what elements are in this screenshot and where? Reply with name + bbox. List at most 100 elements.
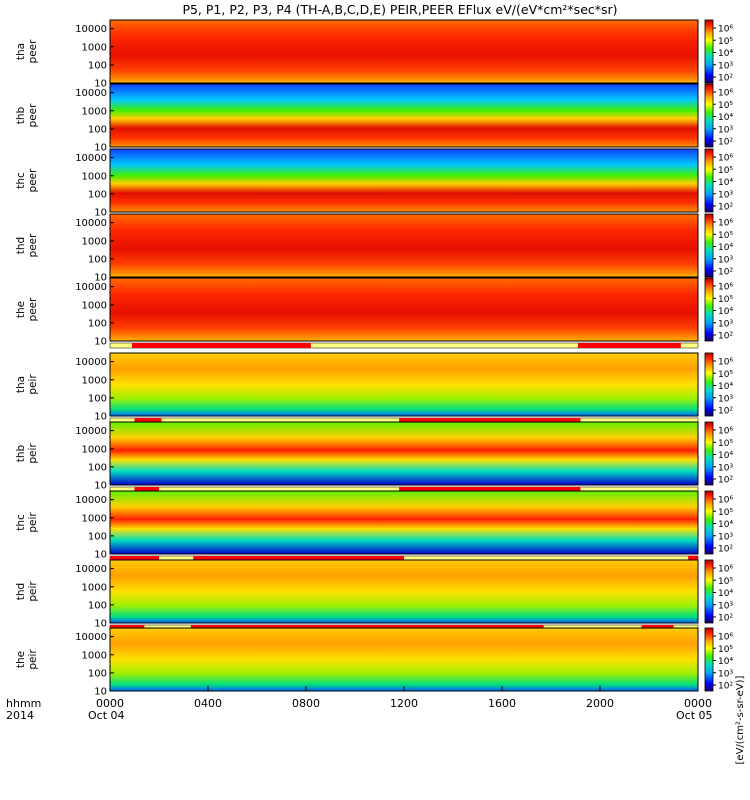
colorbar-tick-label: 10⁶ [718,89,733,99]
panel-product-label: peer [27,103,39,128]
panel-frame [109,277,699,342]
spectrogram-panel: 10000 1000 100 10 tha peer 10⁶ 10⁵ 10⁴ 10³ 10² [15,19,733,90]
y-tick-label: 100 [88,254,107,265]
y-tick-label: 1000 [82,582,107,593]
colorbar-tick-label: 10⁶ [718,427,733,437]
year-label: 2014 [6,709,34,722]
y-tick-label: 1000 [82,42,107,53]
panel-product-label: peer [27,233,39,258]
colorbar-tick-label: 10⁴ [718,178,733,188]
panel-probe-label: tha [15,376,27,393]
colorbar-tick-label: 10² [718,614,733,624]
spectrogram-panel: 10000 1000 100 10 tha peir 10⁶ 10⁵ 10⁴ 10³ 10² [15,352,733,424]
x-tick-label: 0800 [292,697,320,710]
colorbar-tick-label: 10⁴ [718,520,733,530]
mode-flag-bar [399,487,581,492]
mode-flag-bar [134,418,162,423]
y-tick-label: 10000 [75,282,107,293]
spectrogram-heatmap [110,20,698,83]
panel-frame [109,83,699,148]
mode-flag-bar [399,418,581,423]
y-tick-label: 10000 [75,632,107,643]
y-tick-label: 10 [94,79,107,90]
colorbar [704,490,714,555]
spectrogram-heatmap [110,628,698,691]
y-tick-label: 100 [88,124,107,135]
colorbar [704,627,714,692]
colorbar-tick-label: 10⁶ [718,496,733,506]
colorbar [704,213,714,278]
colorbar-tick-label: 10⁵ [718,37,733,47]
y-tick-label: 1000 [82,375,107,386]
colorbar-tick-label: 10² [718,545,733,555]
panel-probe-label: tha [15,43,27,60]
end-date-label: Oct 05 [676,709,713,722]
spectrogram-heatmap [110,149,698,212]
spectrogram-heatmap [110,491,698,554]
y-tick-label: 100 [88,462,107,473]
figure-title: P5, P1, P2, P3, P4 (TH-A,B,C,D,E) PEIR,P… [182,2,617,17]
y-tick-label: 1000 [82,300,107,311]
colorbar-tick-label: 10³ [718,125,733,135]
colorbar-tick-label: 10³ [718,190,733,200]
colorbar-tick-label: 10⁵ [718,101,733,111]
y-tick-label: 10000 [75,357,107,368]
panel-probe-label: thd [15,237,27,254]
spectrogram-panel: 10000 1000 100 10 thd peir 10⁶ 10⁵ 10⁴ 10³ 10² [15,559,733,631]
y-tick-label: 10000 [75,153,107,164]
y-tick-label: 10 [94,143,107,154]
panel-frame [109,213,699,278]
colorbar-tick-label: 10³ [718,61,733,71]
y-tick-label: 10000 [75,88,107,99]
start-date-label: Oct 04 [88,709,125,722]
panel-probe-label: thc [15,172,27,189]
panel-product-label: peir [27,443,39,464]
y-tick-label: 10 [94,619,107,630]
y-tick-label: 100 [88,668,107,679]
colorbar-tick-label: 10⁵ [718,370,733,380]
y-tick-label: 10 [94,550,107,561]
panel-frame [109,352,699,417]
y-tick-label: 1000 [82,513,107,524]
colorbar-tick-label: 10² [718,203,733,213]
colorbar-tick-label: 10³ [718,532,733,542]
colorbar-tick-label: 10³ [718,319,733,329]
panel-probe-label: the [15,651,27,668]
spectrogram-panel: 10000 1000 100 10 thb peer 10⁶ 10⁵ 10⁴ 10³ 10² [15,83,733,154]
panel-product-label: peer [27,39,39,64]
y-tick-label: 1000 [82,444,107,455]
y-tick-label: 10000 [75,426,107,437]
colorbar-tick-label: 10² [718,268,733,278]
panel-product-label: peir [27,512,39,533]
spectrogram-panel: 10000 1000 100 10 thc peer 10⁶ 10⁵ 10⁴ 10³ 10² [15,148,733,219]
spectrogram-heatmap [110,278,698,341]
x-tick-label: 0000 [684,697,712,710]
y-tick-label: 100 [88,189,107,200]
panel-probe-label: thb [15,106,27,124]
colorbar-tick-label: 10⁶ [718,633,733,643]
panel-frame [109,490,699,555]
y-tick-label: 100 [88,60,107,71]
spectrogram-heatmap [110,353,698,416]
panel-product-label: peir [27,581,39,602]
colorbar-tick-label: 10² [718,682,733,692]
panel-probe-label: thb [15,444,27,462]
colorbar-tick-label: 10⁴ [718,589,733,599]
panel-frame [109,19,699,84]
colorbar [704,352,714,417]
colorbar-tick-label: 10² [718,74,733,84]
colorbar-tick-label: 10⁶ [718,154,733,164]
panel-probe-label: thc [15,514,27,531]
spectrogram-heatmap [110,214,698,277]
colorbar-tick-label: 10⁶ [718,358,733,368]
x-tick-label: 0000 [96,697,124,710]
panel-product-label: peir [27,374,39,395]
colorbar-tick-label: 10³ [718,669,733,679]
colorbar-tick-label: 10⁴ [718,243,733,253]
y-tick-label: 1000 [82,236,107,247]
colorbar-tick-label: 10⁶ [718,25,733,35]
y-tick-label: 10 [94,687,107,698]
colorbar-tick-label: 10⁵ [718,295,733,305]
